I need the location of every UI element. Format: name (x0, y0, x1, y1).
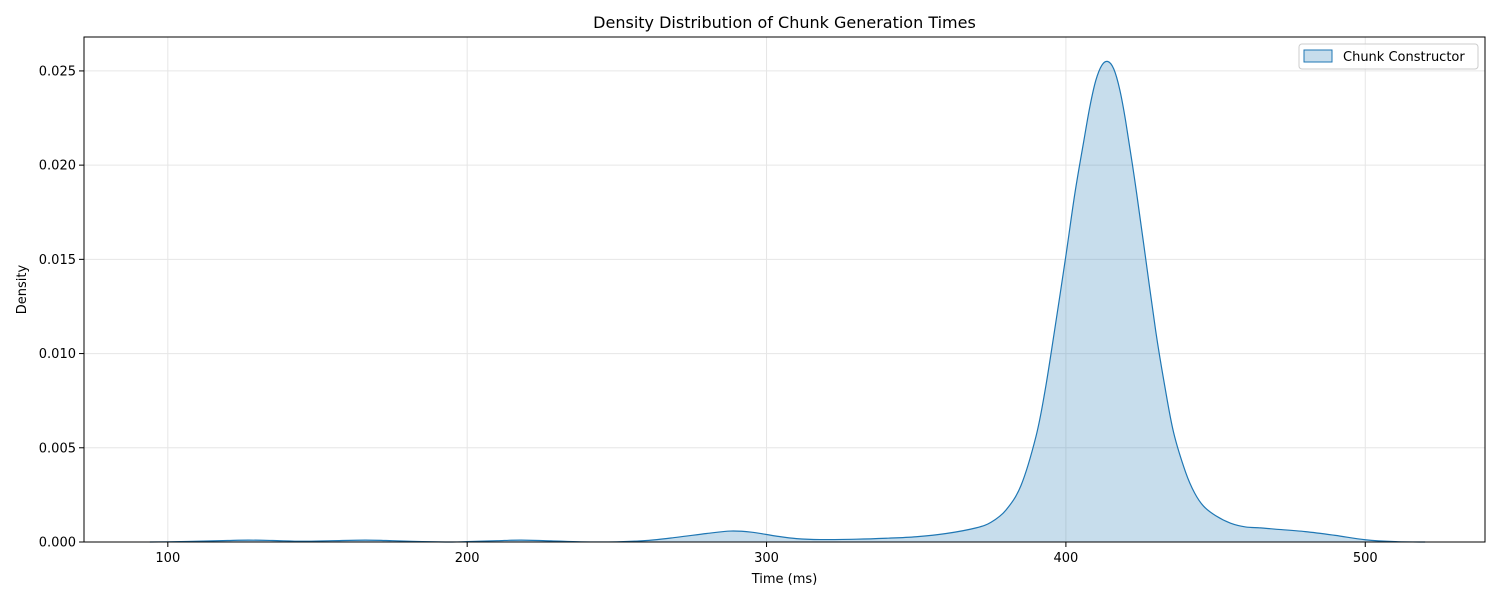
plot-frame (83, 36, 1486, 543)
y-tick-label: 0.005 (39, 441, 76, 456)
density-line (149, 60, 1426, 543)
x-tick-label: 500 (1353, 551, 1378, 566)
y-tick-label: 0.000 (39, 536, 76, 551)
x-axis-ticks: 100 200 300 400 500 (155, 542, 1378, 566)
y-tick-label: 0.010 (39, 347, 76, 362)
x-tick-label: 300 (754, 551, 779, 566)
y-tick-label: 0.025 (39, 64, 76, 79)
x-axis-title: Time (ms) (751, 572, 818, 587)
x-tick-label: 400 (1053, 551, 1078, 566)
grid-layer (84, 37, 1485, 542)
chart-title: Density Distribution of Chunk Generation… (593, 13, 976, 32)
legend-label: Chunk Constructor (1343, 50, 1465, 65)
series-layer (149, 60, 1426, 543)
y-tick-label: 0.015 (39, 253, 76, 268)
density-area-fill (149, 61, 1426, 543)
legend-swatch (1303, 49, 1333, 63)
x-tick-label: 100 (155, 551, 180, 566)
x-tick-label: 200 (455, 551, 480, 566)
legend: Chunk Constructor (1298, 43, 1479, 70)
y-axis-title: Density (15, 264, 30, 314)
legend-box (1298, 43, 1479, 70)
y-tick-label: 0.020 (39, 159, 76, 174)
y-axis-ticks: 0.000 0.005 0.010 0.015 0.020 0.025 (39, 64, 84, 551)
